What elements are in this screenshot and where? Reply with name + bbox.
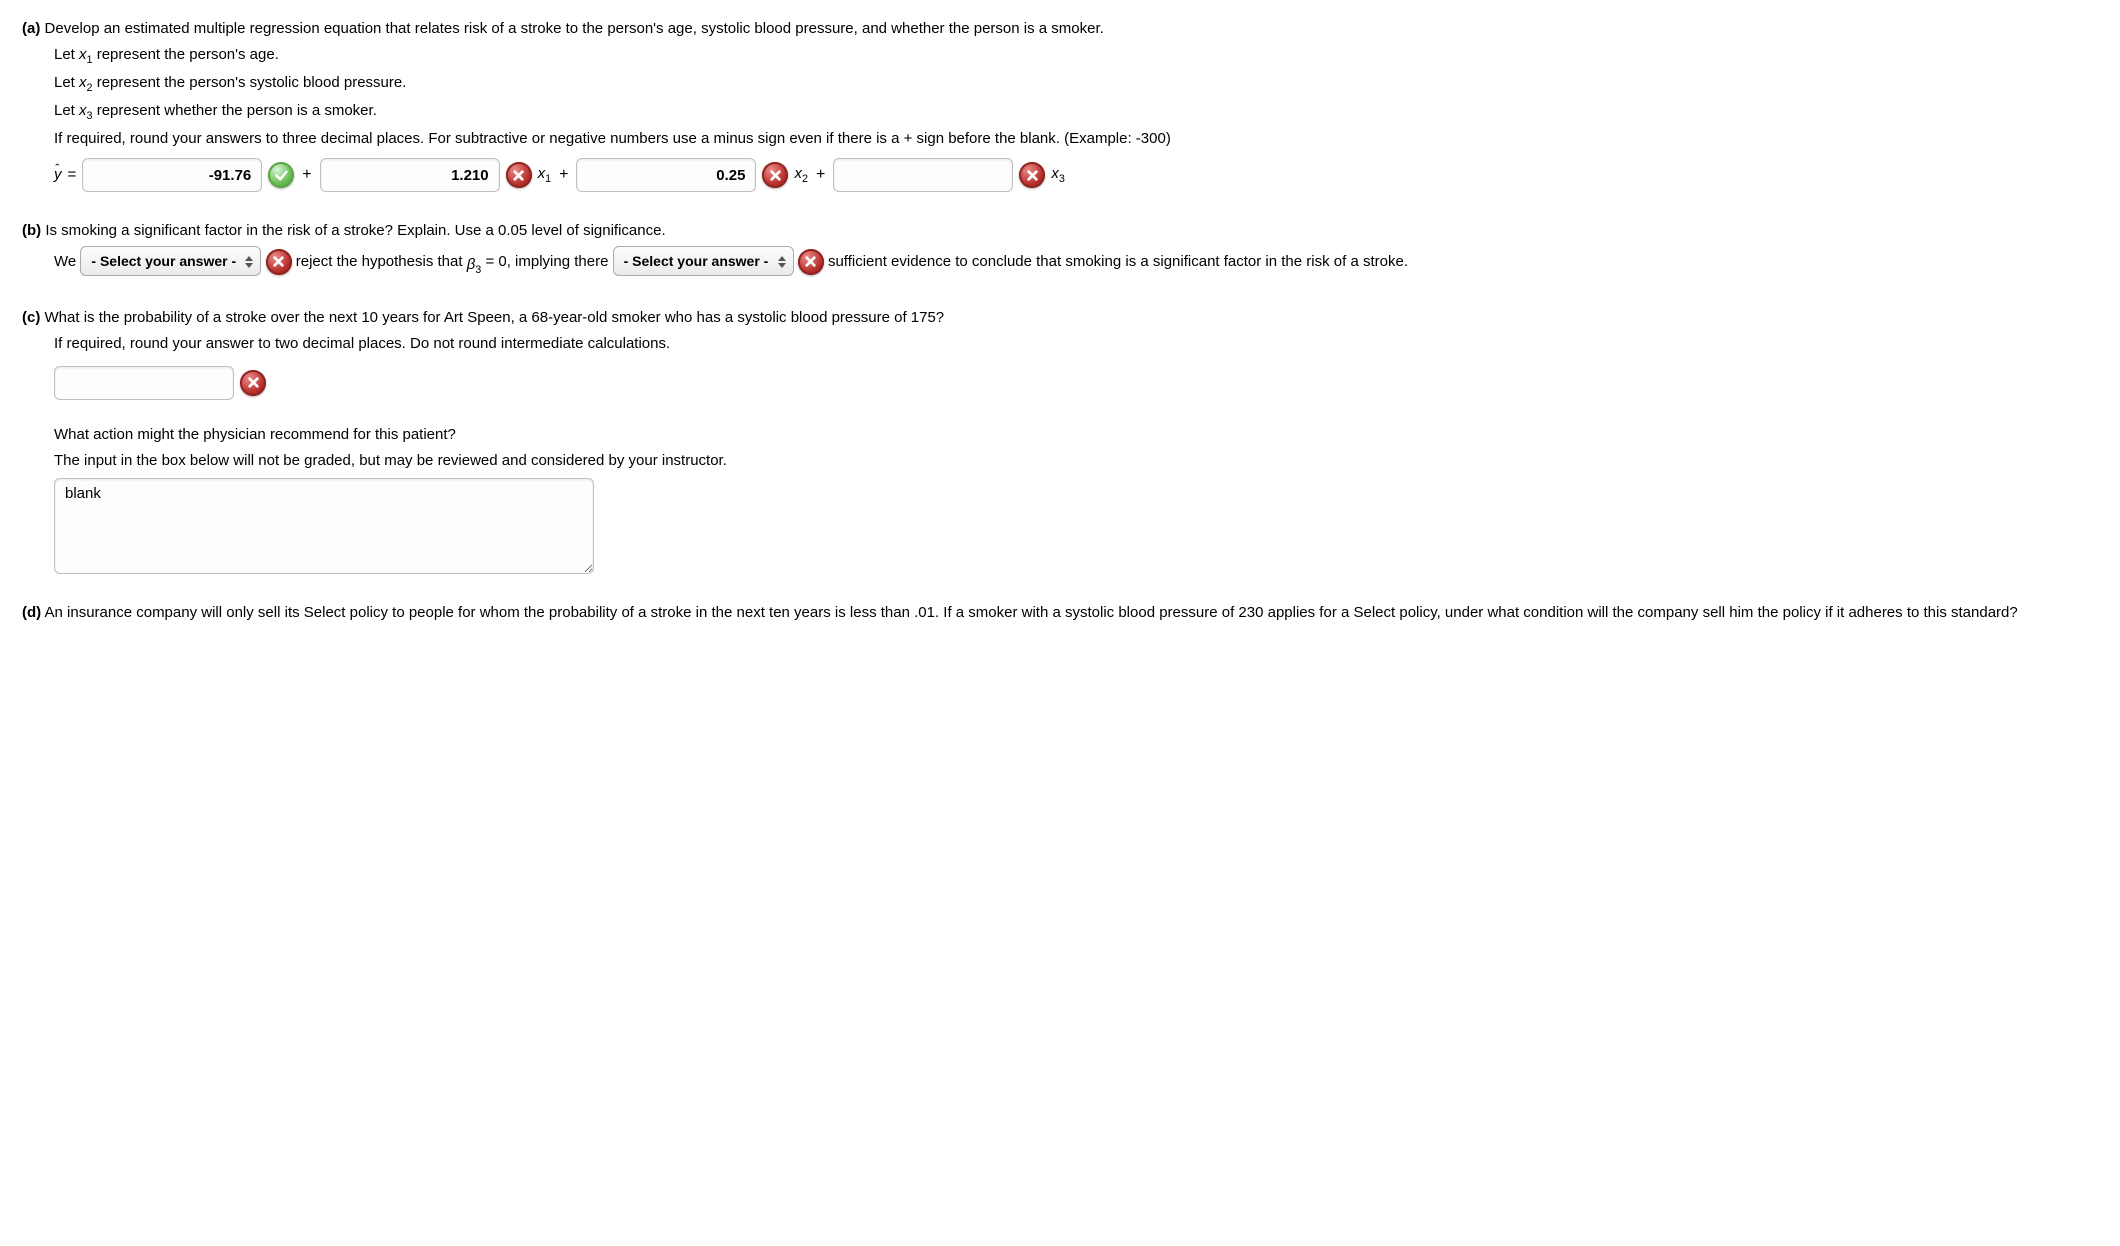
beta3-term: β3 [467, 248, 482, 283]
beta-sub: 3 [475, 264, 481, 276]
plus-1: + [300, 161, 313, 189]
part-c-prompt-text: What is the probability of a stroke over… [45, 309, 945, 326]
part-b-sentence: We - Select your answer - reject the hyp… [54, 244, 2098, 279]
let-x3-rest: represent whether the person is a smoker… [93, 102, 377, 119]
part-c-answer-input[interactable] [54, 366, 234, 400]
cross-icon [506, 162, 532, 188]
part-b-prompt: (b) Is smoking a significant factor in t… [22, 218, 2098, 244]
mid3-text: sufficient evidence to conclude that [828, 253, 1065, 270]
part-d: (d) An insurance company will only sell … [22, 600, 2098, 626]
select-sufficient[interactable]: - Select your answer - [613, 246, 794, 276]
let-x3-line: Let x3 represent whether the person is a… [54, 98, 2098, 126]
b0-input[interactable] [82, 158, 262, 192]
x3-term: x3 [1051, 161, 1065, 189]
part-b: (b) Is smoking a significant factor in t… [22, 218, 2098, 279]
cross-icon [798, 249, 824, 275]
let-x1-line: Let x1 represent the person's age. [54, 42, 2098, 70]
tail-text: smoking is a significant factor in the r… [1065, 253, 1408, 270]
cross-icon [762, 162, 788, 188]
select2-wrap: - Select your answer - [613, 245, 794, 278]
part-b-prompt-text: Is smoking a significant factor in the r… [45, 222, 665, 239]
yhat-symbol: ˆy [54, 162, 62, 188]
x3-sub: 3 [1059, 173, 1065, 185]
select1-wrap: - Select your answer - [80, 245, 261, 278]
let-x3-prefix: Let [54, 102, 79, 119]
part-c-answer-row [54, 366, 266, 400]
part-a-prompt-text: Develop an estimated multiple regression… [45, 20, 1104, 37]
let-x2-var: x [79, 74, 87, 91]
b3-input[interactable] [833, 158, 1013, 192]
regression-equation-row: ˆy = + x1 + x2 + x3 [54, 158, 2098, 192]
cross-icon [240, 370, 266, 396]
x1-var: x [538, 165, 546, 182]
x1-term: x1 [538, 161, 552, 189]
let-x3-var: x [79, 102, 87, 119]
part-a: (a) Develop an estimated multiple regres… [22, 16, 2098, 192]
let-x2-line: Let x2 represent the person's systolic b… [54, 70, 2098, 98]
round-note-c: If required, round your answer to two de… [54, 331, 2098, 357]
plus-3: + [814, 161, 827, 189]
x2-var: x [794, 165, 802, 182]
part-d-prompt-text: An insurance company will only sell its … [45, 604, 2018, 621]
mid2-text: = 0, implying there [485, 253, 612, 270]
part-b-label: (b) [22, 222, 41, 239]
beta-symbol: β [467, 256, 476, 273]
equals-sign: = [68, 162, 77, 188]
plus-2: + [557, 161, 570, 189]
x1-sub: 1 [545, 173, 551, 185]
part-c-note: The input in the box below will not be g… [54, 448, 2098, 474]
x3-var: x [1051, 165, 1059, 182]
part-d-label: (d) [22, 604, 41, 621]
let-x1-var: x [79, 46, 87, 63]
x2-sub: 2 [802, 173, 808, 185]
part-c-prompt: (c) What is the probability of a stroke … [22, 305, 2098, 331]
part-a-label: (a) [22, 20, 40, 37]
round-note-a: If required, round your answers to three… [54, 126, 2098, 152]
select-reject[interactable]: - Select your answer - [80, 246, 261, 276]
part-c-label: (c) [22, 309, 40, 326]
part-a-prompt: (a) Develop an estimated multiple regres… [22, 16, 2098, 42]
cross-icon [1019, 162, 1045, 188]
x2-term: x2 [794, 161, 808, 189]
we-text: We [54, 253, 80, 270]
b2-input[interactable] [576, 158, 756, 192]
cross-icon [266, 249, 292, 275]
part-c: (c) What is the probability of a stroke … [22, 305, 2098, 574]
let-x1-prefix: Let [54, 46, 79, 63]
part-c-q2: What action might the physician recommen… [54, 422, 2098, 448]
let-x2-prefix: Let [54, 74, 79, 91]
let-x2-rest: represent the person's systolic blood pr… [93, 74, 407, 91]
mid1-text: reject the hypothesis that [296, 253, 467, 270]
b1-input[interactable] [320, 158, 500, 192]
let-x1-rest: represent the person's age. [93, 46, 279, 63]
physician-recommendation-textarea[interactable] [54, 478, 594, 574]
check-icon [268, 162, 294, 188]
part-d-prompt: (d) An insurance company will only sell … [22, 600, 2098, 626]
